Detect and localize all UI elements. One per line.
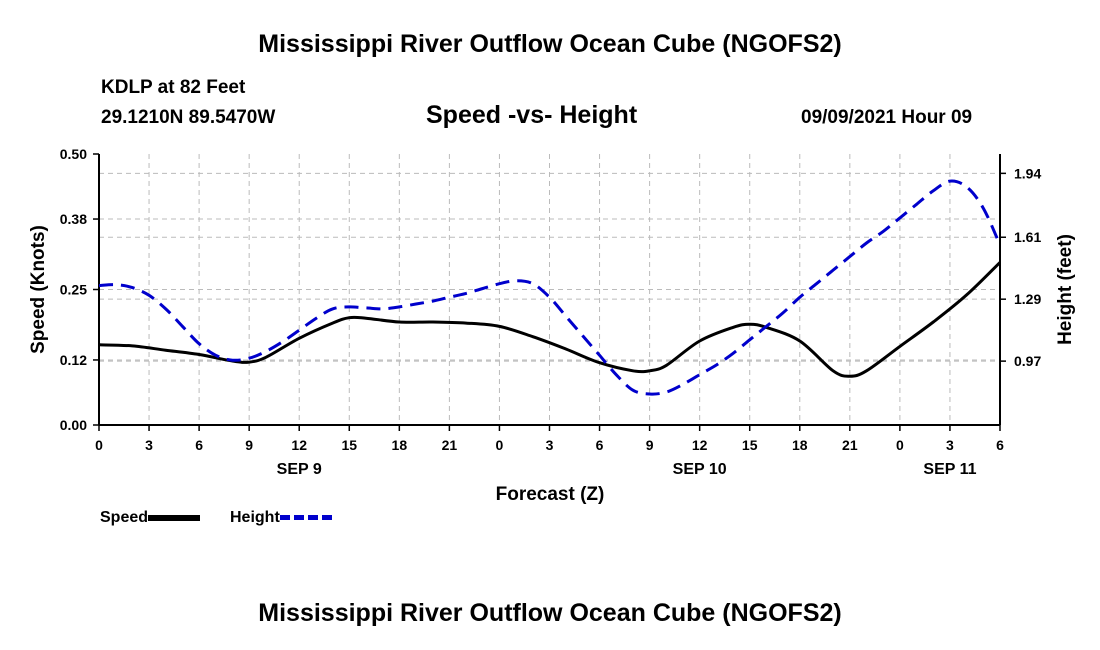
legend-height: Height [230,509,332,527]
x-tick-label: 18 [392,437,408,453]
x-tick-label: 3 [946,437,954,453]
y-tick-label-right: 1.61 [1014,229,1041,245]
chart-subtitle: Speed -vs- Height [426,101,638,129]
y-tick-label-right: 1.29 [1014,291,1041,307]
x-tick-label: 21 [842,437,858,453]
footer-title: Mississippi River Outflow Ocean Cube (NG… [258,599,842,627]
legend-speed-swatch [148,514,201,521]
y-tick-label-right: 1.94 [1014,165,1041,181]
legend-height-swatch [279,515,332,521]
x-tick-label: 6 [596,437,604,453]
legend-speed-label: Speed [100,509,149,526]
y-tick-label-left: 0.00 [60,417,87,433]
chart-title: Mississippi River Outflow Ocean Cube (NG… [258,30,842,58]
x-tick-label: 0 [95,437,103,453]
y-tick-label-left: 0.25 [60,282,87,298]
y-axis-title-left: Speed (Knots) [28,225,49,354]
x-tick-label: 6 [996,437,1004,453]
legend-speed: Speed [100,509,201,527]
x-date-label: SEP 10 [673,461,727,478]
x-tick-label: 21 [442,437,458,453]
y-tick-label-left: 0.12 [60,352,87,368]
x-tick-label: 3 [546,437,554,453]
x-tick-label: 3 [145,437,153,453]
x-date-label: SEP 9 [277,461,322,478]
x-axis-title: Forecast (Z) [496,484,605,505]
x-tick-label: 12 [291,437,307,453]
x-tick-label: 9 [646,437,654,453]
x-tick-label: 6 [195,437,203,453]
x-tick-label: 12 [692,437,708,453]
x-tick-label: 18 [792,437,808,453]
y-axis-title-right: Height (feet) [1055,234,1076,345]
datetime-label: 09/09/2021 Hour 09 [801,107,973,128]
coordinates-label: 29.1210N 89.5470W [101,107,276,128]
x-tick-label: 9 [245,437,253,453]
y-tick-label-right: 0.97 [1014,353,1041,369]
station-label: KDLP at 82 Feet [101,77,246,98]
legend-height-label: Height [230,509,280,526]
x-tick-label: 0 [496,437,504,453]
x-tick-label: 15 [341,437,357,453]
x-date-label: SEP 11 [923,461,976,478]
x-tick-label: 0 [896,437,904,453]
y-tick-label-left: 0.38 [60,211,87,227]
x-tick-label: 15 [742,437,758,453]
height-series-line [98,179,1002,396]
speed-series-line [98,261,1002,378]
y-tick-label-left: 0.50 [60,146,87,162]
